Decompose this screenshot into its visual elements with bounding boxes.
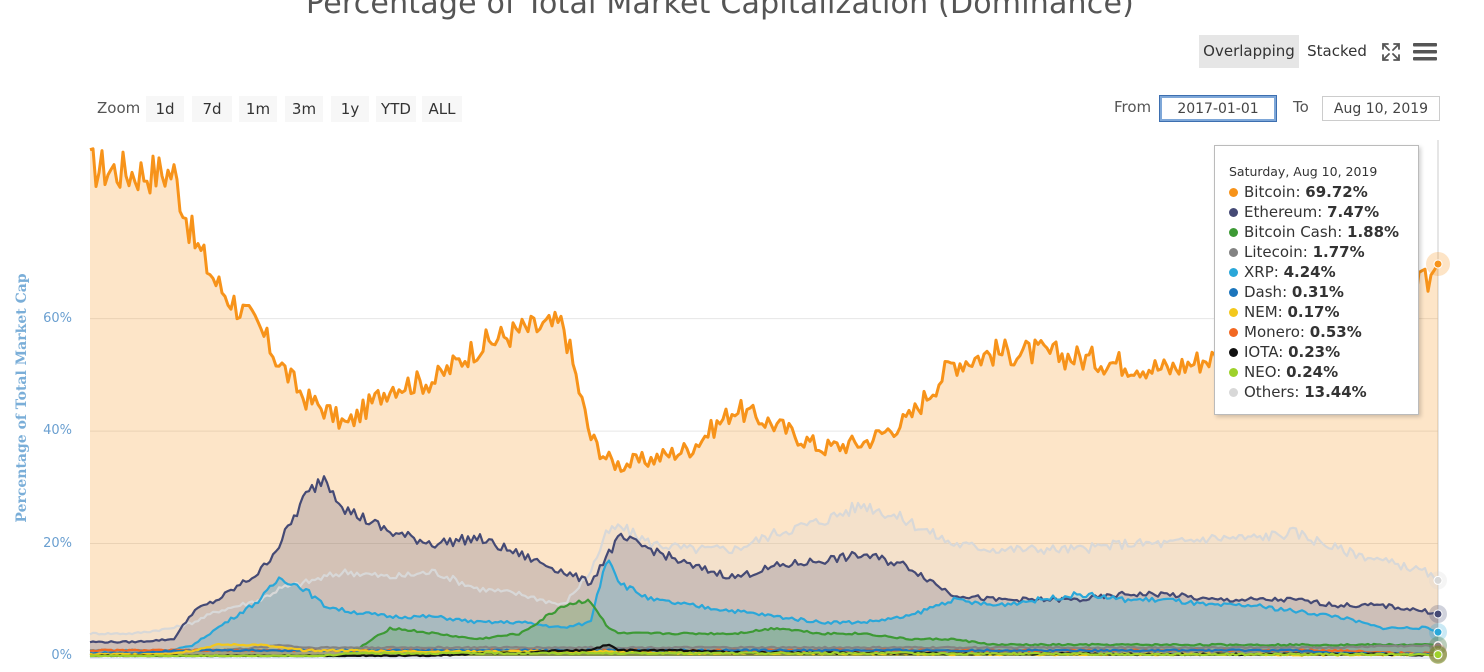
chart-title: Percentage of Total Market Capitalizatio…: [305, 0, 1135, 21]
tooltip-separator: :: [1302, 243, 1313, 261]
marker-xrp: [1433, 627, 1443, 637]
tooltip-series-name: XRP: [1244, 263, 1274, 281]
marker-neo: [1433, 650, 1443, 660]
tooltip-row: NEM: 0.17%: [1229, 302, 1418, 322]
legend-dot: [1229, 188, 1238, 197]
tooltip-series-value: 0.24%: [1286, 363, 1339, 381]
zoom-1y-button[interactable]: 1y: [331, 96, 369, 122]
tooltip-series-value: 0.31%: [1291, 283, 1344, 301]
area-bitcoin: [90, 148, 1438, 657]
tooltip-separator: :: [1337, 223, 1348, 241]
zoom-all-button[interactable]: ALL: [422, 96, 462, 122]
line-litecoin[interactable]: [89, 643, 1439, 653]
tooltip-row: Litecoin: 1.77%: [1229, 242, 1418, 262]
tooltip-series-value: 0.17%: [1287, 303, 1340, 321]
marker-others: [1433, 575, 1443, 585]
tooltip-row: Dash: 0.31%: [1229, 282, 1418, 302]
marker-bitcoin: [1433, 259, 1443, 269]
y-tick-label: 0%: [51, 648, 72, 663]
line-xrp[interactable]: [89, 559, 1439, 653]
tooltip-series-value: 1.77%: [1312, 243, 1365, 261]
legend-dot: [1229, 348, 1238, 357]
legend-dot: [1229, 308, 1238, 317]
tooltip-series-name: Ethereum: [1244, 203, 1318, 221]
hover-markers: [1426, 252, 1450, 665]
tooltip-series-name: Bitcoin Cash: [1244, 223, 1338, 241]
to-label: To: [1293, 98, 1309, 116]
legend-dot: [1229, 368, 1238, 377]
series-lines: [89, 147, 1440, 658]
tooltip-series-value: 0.53%: [1309, 323, 1362, 341]
tooltip-separator: :: [1282, 283, 1292, 301]
tooltip-series-value: 69.72%: [1305, 183, 1368, 201]
tooltip-series-name: IOTA: [1244, 343, 1279, 361]
fullscreen-icon[interactable]: [1380, 41, 1402, 63]
line-others[interactable]: [89, 501, 1439, 636]
zoom-1m-button[interactable]: 1m: [239, 96, 277, 122]
legend-dot: [1229, 208, 1238, 217]
tooltip-separator: :: [1295, 183, 1306, 201]
legend-dot: [1229, 388, 1238, 397]
line-ethereum[interactable]: [89, 475, 1439, 644]
tooltip-series-name: Dash: [1244, 283, 1283, 301]
tooltip-row: NEO: 0.24%: [1229, 362, 1418, 382]
tooltip-series-value: 7.47%: [1327, 203, 1380, 221]
tooltip-series-value: 1.88%: [1347, 223, 1400, 241]
line-neo[interactable]: [90, 651, 1439, 658]
legend-dot: [1229, 288, 1238, 297]
y-tick-label: 20%: [43, 535, 72, 551]
tooltip-row: Bitcoin: 69.72%: [1229, 182, 1418, 202]
tooltip-row: Monero: 0.53%: [1229, 322, 1418, 342]
zoom-ytd-button[interactable]: YTD: [376, 96, 416, 122]
tooltip-separator: :: [1277, 303, 1288, 321]
tooltip-date: Saturday, Aug 10, 2019: [1229, 164, 1378, 179]
overlapping-button[interactable]: Overlapping: [1199, 35, 1299, 68]
zoom-7d-button[interactable]: 7d: [192, 96, 232, 122]
from-label: From: [1114, 98, 1152, 116]
tooltip-separator: :: [1276, 363, 1287, 381]
tooltip-row: Others: 13.44%: [1229, 382, 1418, 402]
legend-dot: [1229, 248, 1238, 257]
tooltip-separator: :: [1294, 383, 1305, 401]
tooltip-series-name: Others: [1244, 383, 1295, 401]
tooltip-separator: :: [1317, 203, 1328, 221]
tooltip-series-value: 4.24%: [1283, 263, 1336, 281]
tooltip-series-name: NEO: [1244, 363, 1277, 381]
legend-dot: [1229, 328, 1238, 337]
from-date-input[interactable]: [1159, 95, 1277, 122]
marker-ethereum: [1433, 609, 1443, 619]
tooltip-series-value: 13.44%: [1304, 383, 1367, 401]
stacked-button[interactable]: Stacked: [1307, 42, 1367, 60]
y-tick-label: 60%: [43, 310, 72, 326]
legend-dot: [1229, 268, 1238, 277]
hamburger-menu-icon[interactable]: [1412, 41, 1438, 63]
tooltip-series-name: Monero: [1244, 323, 1300, 341]
tooltip-row: Ethereum: 7.47%: [1229, 202, 1418, 222]
tooltip-separator: :: [1278, 343, 1289, 361]
tooltip-series-name: Bitcoin: [1244, 183, 1296, 201]
y-tick-label: 40%: [43, 423, 72, 439]
tooltip-series-name: NEM: [1244, 303, 1278, 321]
grid-lines: [90, 140, 1439, 659]
tooltip-row: Bitcoin Cash: 1.88%: [1229, 222, 1418, 242]
zoom-1d-button[interactable]: 1d: [146, 96, 184, 122]
tooltip-row: IOTA: 0.23%: [1229, 342, 1418, 362]
area-ethereum: [90, 476, 1438, 656]
chart-tooltip: Saturday, Aug 10, 2019 Bitcoin: 69.72% Et…: [1214, 145, 1419, 415]
tooltip-series-name: Litecoin: [1244, 243, 1303, 261]
tooltip-row: XRP: 4.24%: [1229, 262, 1418, 282]
legend-dot: [1229, 228, 1238, 237]
to-date-input[interactable]: [1322, 96, 1440, 121]
zoom-3m-button[interactable]: 3m: [285, 96, 323, 122]
zoom-label: Zoom: [97, 99, 141, 117]
tooltip-separator: :: [1273, 263, 1284, 281]
tooltip-series-value: 0.23%: [1288, 343, 1341, 361]
area-bitcoin-cash: [90, 599, 1438, 656]
tooltip-rows: Bitcoin: 69.72% Ethereum: 7.47% Bitcoin Ca…: [1229, 182, 1418, 402]
tooltip-separator: :: [1299, 323, 1310, 341]
